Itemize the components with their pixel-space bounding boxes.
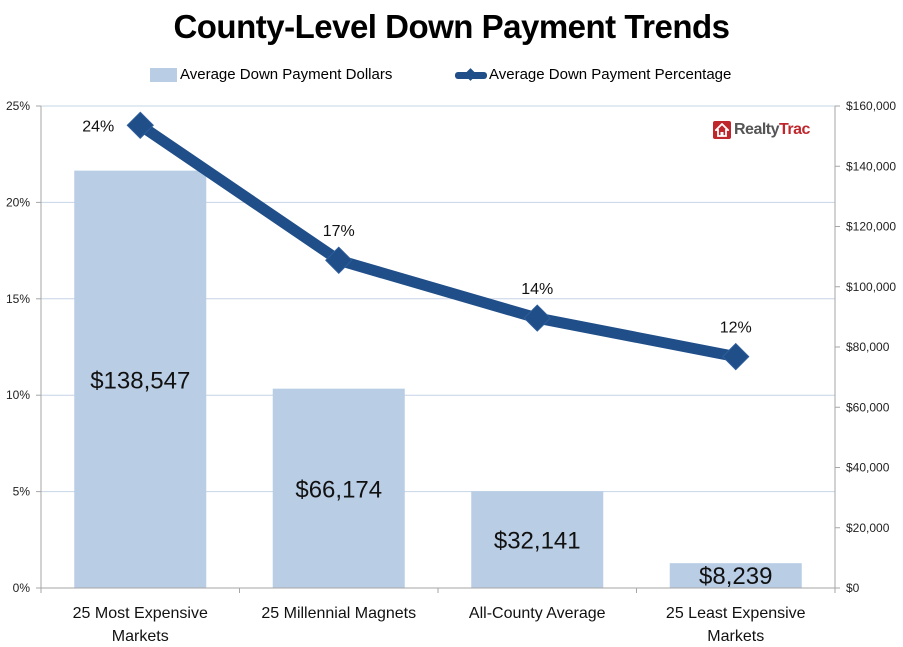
axes: [36, 105, 840, 593]
legend-line-diamond-icon: [455, 67, 487, 82]
right-tick-label: $100,000: [846, 280, 896, 294]
right-tick-label: $80,000: [846, 340, 890, 354]
left-tick-label: 20%: [6, 195, 30, 209]
diamond-marker: [523, 304, 551, 332]
line-data-label: 12%: [720, 320, 752, 337]
right-tick-label: $60,000: [846, 400, 890, 414]
line-data-label: 24%: [82, 118, 114, 135]
labels: 0% 5% 10% 15% 20% 25% $0 $20,000 $40,000 $60,000 $…: [6, 99, 896, 645]
realtytrac-logo: RealtyTrac: [713, 121, 810, 139]
bar: [669, 563, 802, 588]
category-label: 25 Most Expensive: [73, 605, 208, 622]
line-data-label: 14%: [521, 281, 553, 298]
legend-item-dollars: Average Down Payment Dollars: [150, 66, 392, 83]
left-tick-label: 5%: [13, 485, 31, 499]
category-label: 25 Millennial Magnets: [261, 605, 416, 622]
diamond-marker: [126, 111, 154, 139]
category-label: Markets: [112, 628, 169, 645]
right-tick-label: $40,000: [846, 461, 890, 475]
line-series: [126, 111, 750, 371]
right-tick-label: $120,000: [846, 220, 896, 234]
diamond-marker: [325, 246, 353, 274]
bar-data-label: $8,239: [699, 563, 772, 590]
legend-bar-swatch-icon: [150, 67, 177, 82]
chart-title: County-Level Down Payment Trends: [173, 8, 730, 45]
bar-data-label: $32,141: [494, 528, 581, 555]
right-tick-label: $0: [846, 581, 860, 595]
right-tick-label: $160,000: [846, 99, 896, 113]
bar: [74, 170, 207, 588]
legend: Average Down Payment Dollars Average Dow…: [0, 66, 903, 88]
diamond-marker: [722, 342, 750, 371]
legend-label-dollars: Average Down Payment Dollars: [180, 66, 393, 83]
right-tick-label: $20,000: [846, 521, 890, 535]
bar: [272, 388, 405, 588]
left-tick-label: 0%: [13, 581, 31, 595]
category-label: Markets: [707, 628, 764, 645]
right-tick-label: $140,000: [846, 159, 896, 173]
line-data-label: 17%: [323, 223, 355, 240]
category-label: 25 Least Expensive: [666, 605, 806, 622]
left-tick-label: 25%: [6, 99, 30, 113]
bar-data-label: $66,174: [295, 476, 382, 503]
bar-data-label: $138,547: [90, 367, 190, 394]
legend-item-percentage: Average Down Payment Percentage: [455, 66, 731, 83]
legend-label-percentage: Average Down Payment Percentage: [489, 66, 732, 83]
bar: [471, 491, 604, 588]
bars: [74, 170, 802, 588]
percentage-line: [137, 120, 737, 363]
logo-text-trac: Trac: [779, 121, 810, 138]
logo-text-realty: Realty: [734, 121, 780, 138]
left-tick-label: 15%: [6, 292, 30, 306]
left-tick-label: 10%: [6, 388, 30, 402]
house-icon: [713, 121, 731, 139]
category-label: All-County Average: [469, 605, 606, 622]
